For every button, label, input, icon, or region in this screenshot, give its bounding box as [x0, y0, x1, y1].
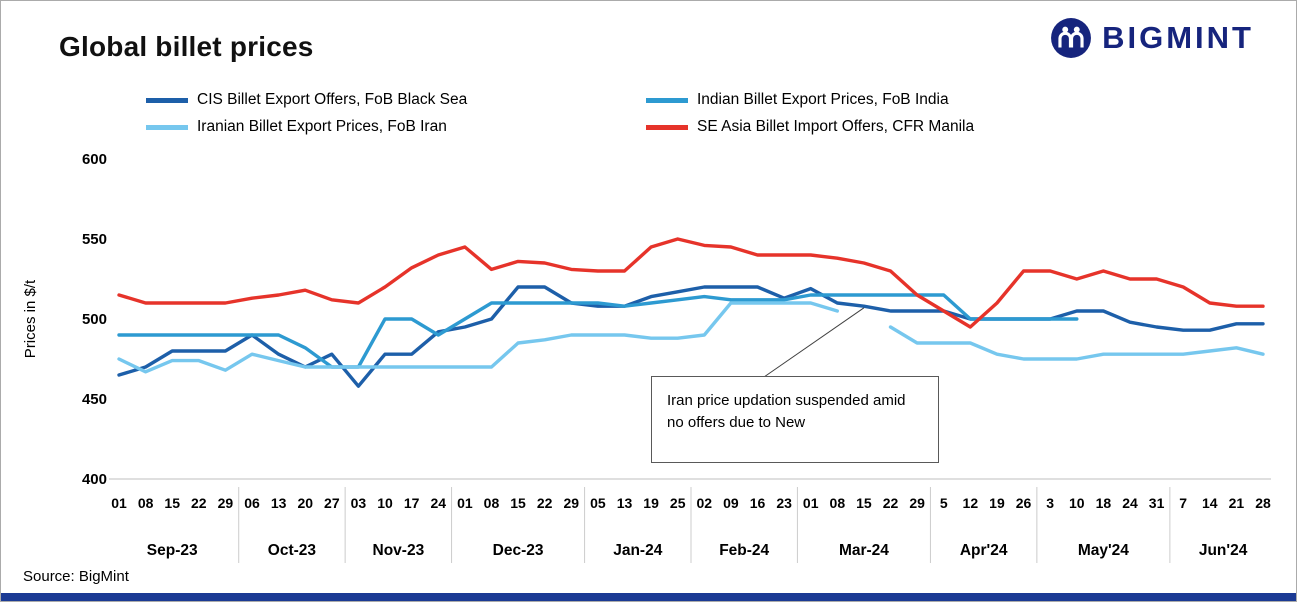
- legend-item-indian-billet-export-prices-fob-india: Indian Billet Export Prices, FoB India: [646, 91, 974, 109]
- x-tick-label: 14: [1202, 495, 1218, 511]
- x-tick-label: 15: [510, 495, 526, 511]
- bigmint-logo-icon: [1051, 18, 1092, 58]
- legend-label: Iranian Billet Export Prices, FoB Iran: [197, 118, 447, 135]
- x-tick-label: 08: [138, 495, 154, 511]
- chart-legend: CIS Billet Export Offers, FoB Black Sea I…: [146, 91, 974, 136]
- month-label: Jun'24: [1199, 542, 1248, 559]
- x-tick-label: 01: [803, 495, 819, 511]
- series-line-iranian-billet-export-prices-fob-iran: [117, 301, 1265, 374]
- x-tick-label: 15: [856, 495, 872, 511]
- x-tick-label: 25: [670, 495, 686, 511]
- x-tick-label: 03: [351, 495, 367, 511]
- x-tick-label: 24: [430, 495, 446, 511]
- x-tick-label: 3: [1046, 495, 1054, 511]
- legend-swatch: [146, 124, 188, 130]
- x-tick-label: 22: [883, 495, 899, 511]
- legend-label: Indian Billet Export Prices, FoB India: [697, 91, 949, 108]
- legend-item-cis-billet-export-offers-fob-black-sea: CIS Billet Export Offers, FoB Black Sea: [146, 91, 646, 109]
- x-tick-label: 26: [1016, 495, 1032, 511]
- bottom-accent-bar: [1, 593, 1296, 601]
- x-tick-label: 20: [297, 495, 313, 511]
- x-tick-label: 18: [1096, 495, 1112, 511]
- x-tick-label: 01: [111, 495, 127, 511]
- x-tick-label: 29: [909, 495, 925, 511]
- y-axis-title: Prices in $/t: [22, 279, 39, 358]
- series-line-se-asia-billet-import-offers-cfr-manila: [117, 237, 1265, 329]
- month-label: Jan-24: [613, 542, 662, 559]
- legend-swatch: [646, 97, 688, 103]
- month-label: Sep-23: [147, 542, 198, 559]
- month-label: Feb-24: [719, 542, 769, 559]
- x-tick-label: 17: [404, 495, 420, 511]
- x-tick-label: 29: [218, 495, 234, 511]
- x-tick-label: 28: [1255, 495, 1271, 511]
- x-tick-label: 22: [537, 495, 553, 511]
- x-tick-label: 29: [563, 495, 579, 511]
- page-title: Global billet prices: [59, 31, 314, 62]
- y-tick-label: 550: [82, 231, 107, 248]
- x-tick-label: 10: [377, 495, 393, 511]
- x-tick-label: 06: [244, 495, 260, 511]
- y-tick-label: 500: [82, 311, 107, 328]
- x-tick-label: 5: [940, 495, 948, 511]
- series-line-cis-billet-export-offers-fob-black-sea: [117, 285, 1265, 388]
- x-tick-label: 13: [271, 495, 287, 511]
- x-tick-label: 08: [484, 495, 500, 511]
- y-tick-label: 450: [82, 391, 107, 408]
- y-tick-label: 600: [82, 151, 107, 168]
- x-tick-label: 21: [1229, 495, 1245, 511]
- x-tick-label: 7: [1179, 495, 1187, 511]
- x-tick-label: 23: [776, 495, 792, 511]
- legend-label: CIS Billet Export Offers, FoB Black Sea: [197, 91, 468, 108]
- x-tick-label: 31: [1149, 495, 1165, 511]
- x-tick-label: 19: [989, 495, 1005, 511]
- x-tick-label: 16: [750, 495, 766, 511]
- month-label: Mar-24: [839, 542, 889, 559]
- month-label: May'24: [1078, 542, 1129, 559]
- annotation-leader-line: [763, 307, 865, 378]
- x-tick-label: 09: [723, 495, 739, 511]
- x-tick-label: 15: [164, 495, 180, 511]
- month-label: Oct-23: [268, 542, 317, 559]
- x-tick-label: 19: [643, 495, 659, 511]
- x-tick-label: 27: [324, 495, 340, 511]
- x-tick-label: 08: [830, 495, 846, 511]
- legend-swatch: [146, 97, 188, 103]
- x-tick-label: 01: [457, 495, 473, 511]
- x-tick-label: 10: [1069, 495, 1085, 511]
- x-tick-label: 05: [590, 495, 606, 511]
- x-tick-label: 12: [963, 495, 979, 511]
- x-tick-label: 22: [191, 495, 207, 511]
- x-tick-label: 13: [617, 495, 633, 511]
- x-tick-label: 02: [697, 495, 713, 511]
- series-line-indian-billet-export-prices-fob-india: [117, 293, 1079, 369]
- annotation-text: Iran price updation suspended amid no of…: [667, 392, 906, 431]
- legend-label: SE Asia Billet Import Offers, CFR Manila: [697, 118, 975, 135]
- annotation-box: Iran price updation suspended amid no of…: [651, 376, 939, 463]
- brand-logo: BIGMINT: [1050, 17, 1254, 59]
- month-label: Apr'24: [960, 542, 1008, 559]
- y-tick-label: 400: [82, 471, 107, 488]
- legend-swatch: [646, 124, 688, 130]
- month-label: Nov-23: [373, 542, 425, 559]
- legend-item-se-asia-billet-import-offers-cfr-manila: SE Asia Billet Import Offers, CFR Manila: [646, 118, 974, 136]
- legend-item-iranian-billet-export-prices-fob-iran: Iranian Billet Export Prices, FoB Iran: [146, 118, 646, 136]
- brand-logo-text: BIGMINT: [1102, 20, 1254, 55]
- source-note: Source: BigMint: [23, 568, 129, 585]
- x-tick-label: 24: [1122, 495, 1138, 511]
- month-label: Dec-23: [493, 542, 544, 559]
